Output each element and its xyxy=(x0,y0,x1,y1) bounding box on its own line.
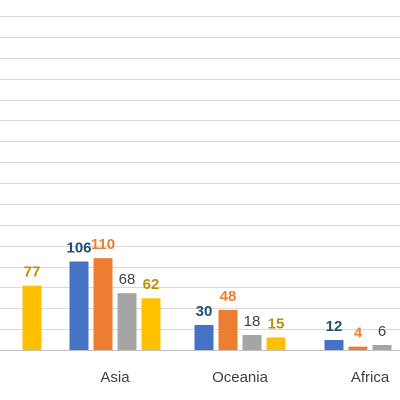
bar xyxy=(194,324,214,350)
data-label: 18 xyxy=(244,313,261,330)
bars xyxy=(22,258,392,350)
data-label: 62 xyxy=(143,276,160,293)
bar xyxy=(372,344,392,350)
bar xyxy=(266,337,286,350)
bar xyxy=(242,334,262,350)
bar xyxy=(22,285,42,350)
data-label: 110 xyxy=(91,236,115,253)
data-label: 15 xyxy=(268,315,285,332)
category-label: Asia xyxy=(100,369,130,386)
bar xyxy=(93,258,113,350)
category-labels: ericaAsiaOceaniaAfrica xyxy=(100,369,390,386)
data-label: 68 xyxy=(119,271,136,288)
gridlines xyxy=(0,16,400,351)
bar xyxy=(348,346,368,350)
bar xyxy=(117,293,137,350)
data-label: 48 xyxy=(220,288,237,305)
bar xyxy=(69,261,89,350)
category-label: Oceania xyxy=(212,369,269,386)
data-label: 12 xyxy=(326,318,343,335)
data-label: 30 xyxy=(196,303,213,320)
category-label: Africa xyxy=(351,369,390,386)
data-label: 77 xyxy=(24,264,41,281)
data-label: 6 xyxy=(378,323,386,340)
data-labels: 106 30 12 110 48 4 68 18 6 77 62 15 xyxy=(24,236,387,342)
data-label: 106 xyxy=(66,239,91,256)
bar xyxy=(218,309,238,350)
bar xyxy=(324,339,344,350)
bar xyxy=(141,298,161,350)
data-label: 4 xyxy=(354,325,363,342)
